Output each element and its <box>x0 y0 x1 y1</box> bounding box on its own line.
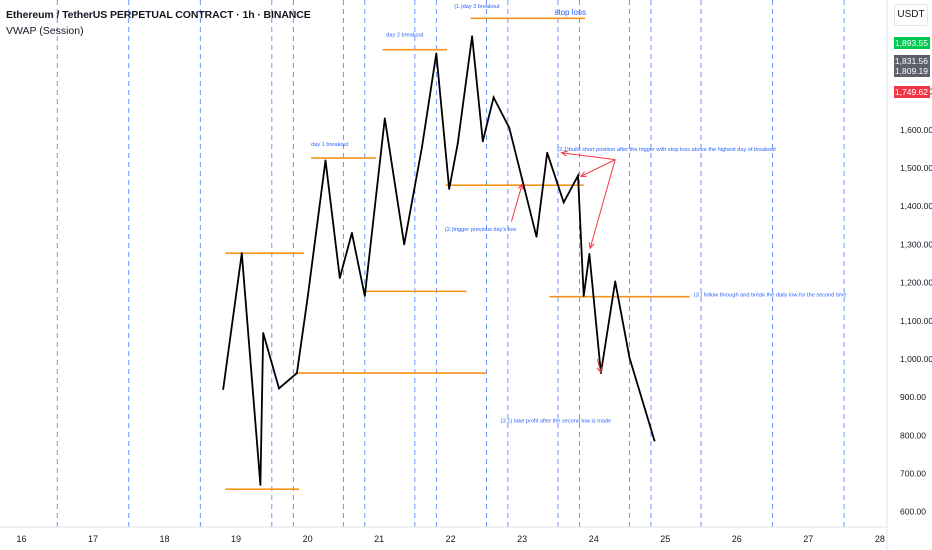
price-series <box>222 35 656 486</box>
price-point-10 <box>363 295 366 297</box>
price-point-8 <box>338 277 341 279</box>
price-tag-last: 1,893.55 <box>894 37 930 49</box>
annotation-label-0: day 1 breakout <box>311 142 348 148</box>
price-point-0 <box>222 388 225 391</box>
price-point-26 <box>582 295 585 297</box>
price-tick-label: 1,600.00 <box>900 125 932 135</box>
price-point-20 <box>508 127 511 129</box>
time-tick-label: 24 <box>589 534 599 544</box>
annotation-labels: day 1 breakout day 2 breakout (1.)day 3 br… <box>311 4 846 425</box>
time-tick-label: 28 <box>875 534 885 544</box>
arrow-line-4 <box>596 358 602 373</box>
arrow-line-3 <box>510 183 523 222</box>
time-tick-label: 22 <box>446 534 456 544</box>
price-tick-label: 900.00 <box>900 392 926 402</box>
arrow-head-4 <box>596 366 603 374</box>
annotation-label-7: (3.1) take profit after the second low i… <box>501 419 611 425</box>
time-tick-label: 18 <box>160 534 170 544</box>
price-tick-label: 1,300.00 <box>900 239 932 249</box>
arrow-line-0 <box>561 152 616 161</box>
price-point-22 <box>535 235 538 238</box>
price-tick-label: 1,100.00 <box>900 316 932 326</box>
price-point-12 <box>403 243 406 246</box>
currency-button[interactable]: USDT <box>894 4 928 26</box>
price-point-29 <box>614 280 617 283</box>
annotation-label-4: (2.1)build short position after the trig… <box>557 147 776 153</box>
price-point-31 <box>653 439 656 442</box>
arrow-head-0 <box>560 150 568 157</box>
price-point-4 <box>278 387 280 390</box>
price-point-18 <box>481 140 484 143</box>
price-point-6 <box>306 296 309 299</box>
price-line-0 <box>222 36 656 486</box>
time-tick-label: 27 <box>803 534 813 544</box>
price-point-21 <box>521 178 524 181</box>
price-point-24 <box>562 201 565 204</box>
price-point-11 <box>383 117 386 120</box>
annotation-arrows <box>510 150 616 374</box>
price-point-23 <box>546 151 549 154</box>
price-point-3 <box>262 332 265 334</box>
price-point-16 <box>456 142 459 145</box>
time-tick-label: 20 <box>303 534 313 544</box>
price-point-1 <box>240 252 243 255</box>
day-separator-grid <box>56 0 845 527</box>
annotation-label-6: (3.) follow through and break the daily … <box>694 293 847 299</box>
arrow-head-1 <box>579 171 587 177</box>
chart-header: Ethereum / TetherUS PERPETUAL CONTRACT ·… <box>6 9 311 37</box>
price-axis: 600.00 700.00 800.00 900.00 1,000.00 1,100.00… <box>900 87 932 517</box>
arrow-head-3 <box>517 182 524 191</box>
time-tick-label: 17 <box>88 534 98 544</box>
annotation-label-2: (1.)day 3 breakout <box>454 4 500 10</box>
indicator-legend[interactable]: VWAP (Session) <box>6 25 84 37</box>
price-point-2 <box>259 484 262 486</box>
price-tick-label: 800.00 <box>900 430 926 440</box>
arrow-line-2 <box>589 159 616 249</box>
time-tick-label: 16 <box>16 534 26 544</box>
price-point-13 <box>421 146 423 148</box>
price-point-7 <box>324 159 327 162</box>
symbol-title[interactable]: Ethereum / TetherUS PERPETUAL CONTRACT ·… <box>6 9 311 21</box>
price-point-17 <box>471 35 474 38</box>
price-tag-vwap-1: 1,831.56 <box>894 55 930 67</box>
price-point-30 <box>628 356 631 359</box>
price-point-15 <box>448 188 451 190</box>
price-point-27 <box>588 253 591 255</box>
price-point-9 <box>351 232 353 234</box>
price-tag-low: 1,749.62 <box>894 86 930 98</box>
time-tick-label: 26 <box>732 534 742 544</box>
arrow-line-1 <box>580 159 616 177</box>
price-point-19 <box>492 96 495 99</box>
annotation-label-5: (2.)trigger previous day's low <box>445 227 517 233</box>
time-tick-label: 21 <box>374 534 384 544</box>
annotation-label-3: stop loss <box>554 8 586 17</box>
price-tick-label: 1,200.00 <box>900 278 932 288</box>
annotation-label-1: day 2 breakout <box>386 32 423 38</box>
price-tag-vwap-2: 1,809.19 <box>894 65 930 77</box>
price-tick-label: 1,500.00 <box>900 163 932 173</box>
price-tick-label: 600.00 <box>900 507 926 517</box>
price-tick-label: 1,000.00 <box>900 354 932 364</box>
time-tick-label: 23 <box>517 534 527 544</box>
price-tick-label: 700.00 <box>900 469 926 479</box>
arrow-head-2 <box>588 242 595 250</box>
price-point-5 <box>295 372 298 375</box>
price-point-25 <box>577 174 579 177</box>
price-tick-label: 1,400.00 <box>900 201 932 211</box>
level-lines <box>225 17 690 490</box>
time-tick-label: 19 <box>231 534 241 544</box>
price-point-14 <box>435 52 438 55</box>
time-axis: 16 17 18 19 20 21 22 23 24 25 26 27 28 <box>16 534 884 544</box>
time-tick-label: 25 <box>660 534 670 544</box>
